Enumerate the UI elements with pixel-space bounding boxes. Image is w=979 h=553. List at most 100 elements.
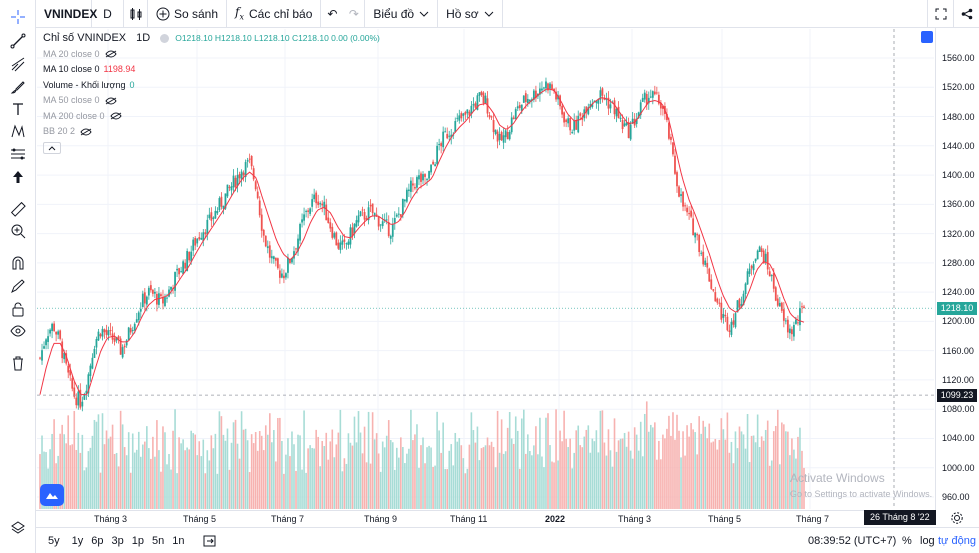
candle-body — [591, 103, 594, 107]
indicators-button[interactable]: fx Các chỉ báo — [227, 0, 322, 28]
share-button[interactable] — [953, 0, 979, 28]
candle-body — [649, 96, 652, 98]
delete-tool[interactable] — [6, 352, 30, 374]
candle-body — [776, 298, 779, 306]
volume-bar — [450, 444, 453, 509]
candle-body — [301, 219, 303, 223]
candle-body — [770, 275, 773, 277]
range-6p[interactable]: 6p — [91, 534, 104, 547]
chart-type-dropdown[interactable]: Biểu đồ — [365, 0, 439, 28]
legend-ma200[interactable]: MA 200 close 0 — [43, 109, 380, 125]
volume-bar — [365, 462, 368, 509]
volume-bar — [748, 462, 751, 509]
profile-dropdown[interactable]: Hồ sơ — [438, 0, 503, 28]
volume-bar — [113, 454, 116, 509]
candle-body — [426, 179, 428, 181]
range-3p[interactable]: 3p — [111, 534, 124, 547]
legend-ma50[interactable]: MA 50 close 0 — [43, 93, 380, 109]
candle-body — [403, 199, 406, 202]
legend-volume[interactable]: Volume - Khối lượng 0 — [43, 78, 380, 94]
candle-body — [373, 212, 376, 216]
redo-button[interactable]: ↷ — [343, 0, 366, 28]
magnet-tool[interactable] — [6, 252, 30, 274]
eye-off-icon[interactable] — [109, 112, 122, 120]
pattern-icon — [11, 124, 25, 138]
volume-value: 0 — [129, 79, 135, 90]
time-axis[interactable]: Tháng 3 Tháng 5 Tháng 7 Tháng 9 Tháng 11 2022… — [36, 510, 935, 526]
legend-bb[interactable]: BB 20 2 — [43, 124, 380, 140]
volume-bar — [607, 429, 610, 509]
candle-body — [315, 192, 318, 204]
chart-settings-badge[interactable] — [921, 31, 933, 43]
percent-toggle[interactable]: % — [902, 534, 912, 547]
candle-body — [313, 194, 316, 200]
volume-bar — [686, 425, 688, 509]
symbol-search[interactable]: VNINDEX — [0, 0, 97, 28]
candle-body — [720, 302, 723, 320]
volume-bar — [738, 426, 741, 509]
candle-body — [488, 114, 491, 118]
legend-ma10[interactable]: MA 10 close 0 1198.94 — [43, 62, 380, 78]
volume-bar — [69, 445, 72, 509]
interval-button[interactable]: D — [92, 0, 124, 28]
object-tree-tool[interactable] — [6, 517, 30, 539]
hide-tool[interactable] — [6, 320, 30, 342]
prediction-tool[interactable] — [6, 143, 30, 165]
stay-drawing-tool[interactable] — [6, 275, 30, 297]
candle-body — [71, 378, 74, 389]
goto-date-button[interactable] — [203, 534, 217, 548]
volume-bar — [188, 449, 190, 509]
candle-body — [321, 203, 324, 206]
fullscreen-button[interactable] — [927, 0, 953, 28]
candle-body — [410, 180, 412, 192]
arrow-tool[interactable] — [6, 166, 30, 188]
candle-body — [659, 102, 662, 109]
log-toggle[interactable]: log — [920, 534, 935, 547]
pattern-tool[interactable] — [6, 120, 30, 142]
measure-tool[interactable] — [6, 198, 30, 220]
candle-body — [514, 109, 517, 120]
brush-tool[interactable] — [6, 76, 30, 98]
compare-button[interactable]: So sánh — [148, 0, 228, 28]
zoom-tool[interactable] — [6, 220, 30, 242]
range-1n[interactable]: 1n — [172, 534, 185, 547]
clock-label[interactable]: 08:39:52 (UTC+7) — [808, 534, 897, 547]
volume-bar — [541, 456, 543, 509]
volume-bar — [635, 434, 638, 509]
eye-off-icon[interactable] — [104, 50, 117, 58]
axis-settings-button[interactable] — [950, 511, 964, 525]
volume-bar — [647, 431, 650, 509]
range-1p[interactable]: 1p — [131, 534, 144, 547]
range-5y[interactable]: 5y — [48, 534, 60, 547]
undo-button[interactable]: ↶ — [321, 0, 343, 28]
legend-main[interactable]: Chỉ số VNINDEX 1D O1218.10 H1218.10 L121… — [43, 31, 380, 47]
legend-ma20[interactable]: MA 20 close 0 — [43, 47, 380, 63]
volume-bar — [520, 418, 523, 509]
candle-body — [182, 261, 185, 275]
candle-body — [109, 330, 112, 332]
trendline-tool[interactable] — [6, 30, 30, 52]
eye-off-icon[interactable] — [104, 97, 117, 105]
lock-tool[interactable] — [6, 298, 30, 320]
auto-toggle[interactable]: tự động — [938, 534, 976, 547]
candle-body — [448, 135, 451, 137]
candle-body — [393, 218, 396, 223]
legend-collapse-button[interactable] — [43, 142, 61, 155]
volume-bar — [597, 452, 600, 509]
candle-body — [309, 208, 312, 214]
range-5n[interactable]: 5n — [152, 534, 165, 547]
brand-logo[interactable] — [40, 484, 64, 506]
candle-body — [252, 168, 255, 180]
volume-bar — [680, 457, 682, 509]
volume-bar — [698, 416, 700, 509]
candle-body — [329, 222, 332, 229]
price-scale[interactable]: 1560.00 1520.00 1480.00 1440.00 1400.00 1360.… — [935, 28, 979, 510]
time-tick-label: Tháng 3 — [618, 514, 652, 524]
candle-style-button[interactable] — [124, 0, 148, 28]
text-tool[interactable] — [6, 98, 30, 120]
fib-tool[interactable] — [6, 53, 30, 75]
crosshair-tool[interactable] — [6, 6, 30, 28]
eye-off-icon[interactable] — [80, 128, 92, 136]
range-1y[interactable]: 1y — [71, 534, 84, 547]
